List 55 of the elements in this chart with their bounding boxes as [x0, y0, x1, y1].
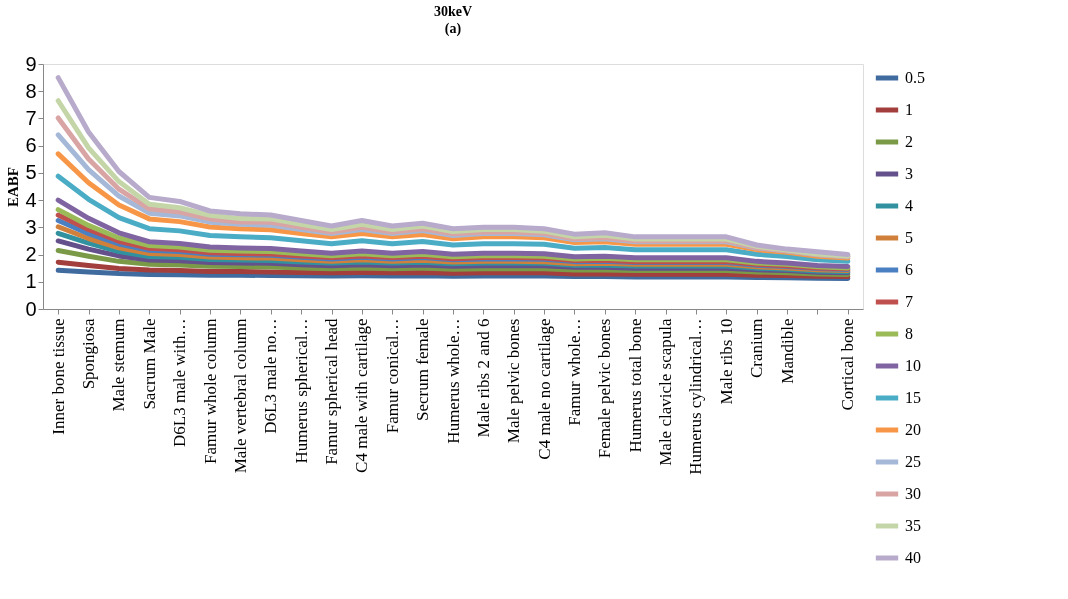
- legend-label: 1: [905, 101, 913, 118]
- legend-label: 8: [905, 325, 913, 342]
- x-tick-label: Male stemum: [109, 318, 129, 412]
- x-tick-label: Humerus spherical…: [291, 318, 311, 464]
- legend-label: 35: [905, 517, 921, 534]
- y-tick-label: 8: [25, 79, 37, 102]
- x-tick-label: Famur whole…: [564, 318, 584, 426]
- x-tick-label: Humerus total bone: [625, 318, 645, 453]
- y-tick-label: 2: [25, 243, 37, 266]
- legend-label: 30: [905, 485, 921, 502]
- y-tick-label: 4: [25, 188, 37, 211]
- legend-label: 40: [905, 549, 921, 566]
- x-tick-label: Cortical bone: [838, 318, 858, 411]
- legend-label: 7: [905, 293, 913, 310]
- x-tick-label: C4 male no cartilage: [534, 318, 554, 460]
- legend-label: 10: [905, 357, 921, 374]
- y-tick-label: 3: [25, 215, 37, 238]
- legend-label: 0.5: [905, 69, 925, 86]
- x-tick-label: Spongiosa: [79, 318, 99, 390]
- legend-label: 6: [905, 261, 913, 278]
- x-tick-label: Famur whole column: [200, 318, 220, 464]
- x-tick-label: Famur spherical head: [322, 318, 342, 465]
- y-tick-label: 0: [25, 297, 37, 320]
- x-tick-label: C4 male with cartilage: [352, 318, 372, 473]
- legend-label: 25: [905, 453, 921, 470]
- legend-label: 3: [905, 165, 913, 182]
- chart-title: 30keV: [433, 4, 473, 19]
- y-tick-label: 6: [25, 134, 37, 157]
- y-tick-label: 7: [25, 106, 37, 129]
- x-tick-label: Male clavicle scapula: [656, 318, 676, 466]
- chart-subtitle: (a): [444, 21, 462, 37]
- legend-label: 15: [905, 389, 921, 406]
- x-tick-label: Male ribs 2 and 6: [473, 318, 493, 438]
- x-tick-label: D6L3 male with…: [170, 318, 190, 447]
- x-tick-label: Mandible: [777, 318, 797, 384]
- x-tick-label: D6L3 male no…: [261, 318, 281, 434]
- y-tick-label: 1: [25, 270, 37, 293]
- y-tick-label: 9: [25, 52, 37, 75]
- legend-label: 2: [905, 133, 913, 150]
- x-tick-label: Famur conical…: [382, 318, 402, 434]
- x-tick-label: Male ribs 10: [716, 318, 736, 405]
- x-tick-label: Sacrum Male: [139, 318, 159, 410]
- x-tick-label: Cranium: [747, 318, 767, 378]
- x-tick-label: Male vertebral column: [230, 318, 250, 474]
- x-tick-label: Male pelvic bones: [504, 318, 524, 444]
- x-tick-label: Humerus cylindrical…: [686, 318, 706, 475]
- x-tick-label: Female pelvic bones: [595, 318, 615, 459]
- legend-label: 5: [905, 229, 913, 246]
- legend-label: 20: [905, 421, 921, 438]
- y-axis-title: EABF: [5, 166, 22, 208]
- x-tick-label: Secrum female: [413, 318, 433, 421]
- x-tick-label: Humerus whole…: [443, 318, 463, 444]
- y-tick-label: 5: [25, 161, 37, 184]
- x-tick-label: Inner bone tissue: [48, 318, 68, 435]
- legend-label: 4: [905, 197, 913, 214]
